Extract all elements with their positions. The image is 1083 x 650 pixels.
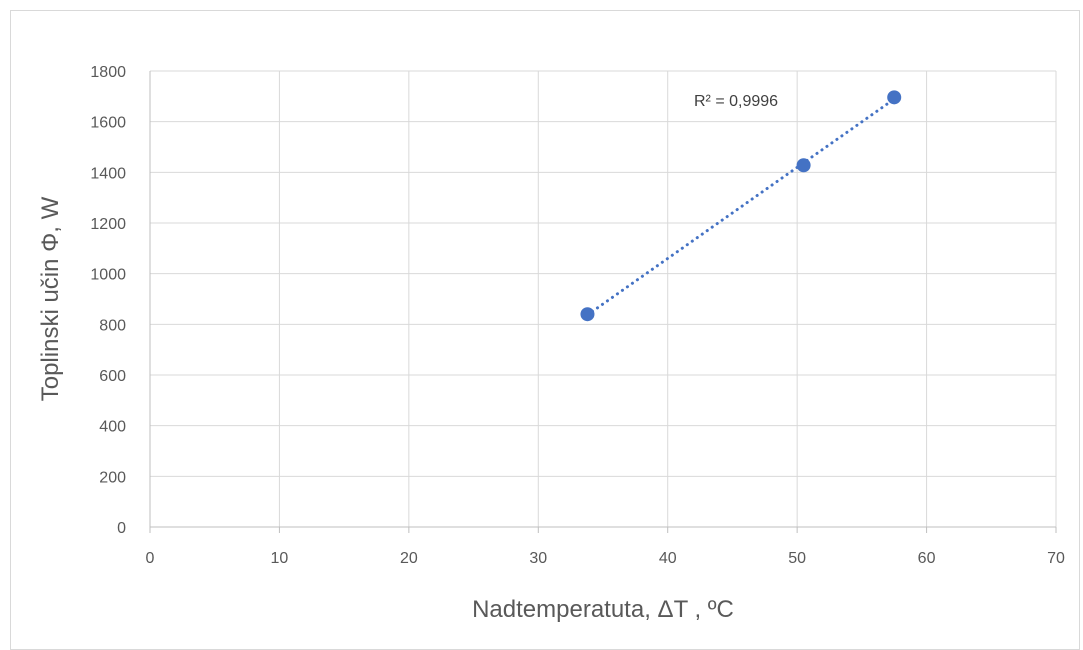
- y-tick-label: 1200: [90, 216, 126, 233]
- y-tick-label: 1000: [90, 267, 126, 284]
- x-tick-label: 60: [918, 550, 936, 567]
- y-tick-label: 800: [99, 317, 126, 334]
- y-tick-label: 1400: [90, 165, 126, 182]
- r-squared-annotation: R² = 0,9996: [694, 93, 778, 110]
- x-axis-title: Nadtemperatuta, ΔT , ºC: [472, 596, 734, 623]
- y-tick-label: 600: [99, 368, 126, 385]
- x-tick-label: 0: [146, 550, 155, 567]
- y-tick-label: 200: [99, 469, 126, 486]
- y-axis-title: Toplinski učin Φ, W: [37, 196, 64, 401]
- chart-frame: [10, 10, 1080, 650]
- y-tick-label: 1600: [90, 115, 126, 132]
- data-point: [796, 158, 811, 173]
- x-tick-label: 20: [400, 550, 418, 567]
- x-tick-label: 50: [788, 550, 806, 567]
- x-tick-label: 40: [659, 550, 677, 567]
- x-tick-label: 30: [529, 550, 547, 567]
- axes: [149, 71, 1057, 533]
- chart: 0 200 400 600 800 1000 1200 1400 1600 1800 0 10 20 30…: [37, 64, 1065, 623]
- y-tick-label: 1800: [90, 64, 126, 81]
- data-point: [887, 90, 902, 105]
- x-tick-label: 70: [1047, 550, 1065, 567]
- y-tick-label: 0: [117, 520, 126, 537]
- tick-labels: 0 200 400 600 800 1000 1200 1400 1600 1800 0 10 20 30…: [90, 64, 1065, 567]
- data-point: [580, 307, 595, 322]
- data-points: [580, 90, 902, 322]
- trendline: [585, 97, 896, 317]
- y-tick-label: 400: [99, 419, 126, 436]
- trendline-line: [585, 97, 896, 317]
- gridlines: [150, 70, 1057, 527]
- x-tick-label: 10: [271, 550, 289, 567]
